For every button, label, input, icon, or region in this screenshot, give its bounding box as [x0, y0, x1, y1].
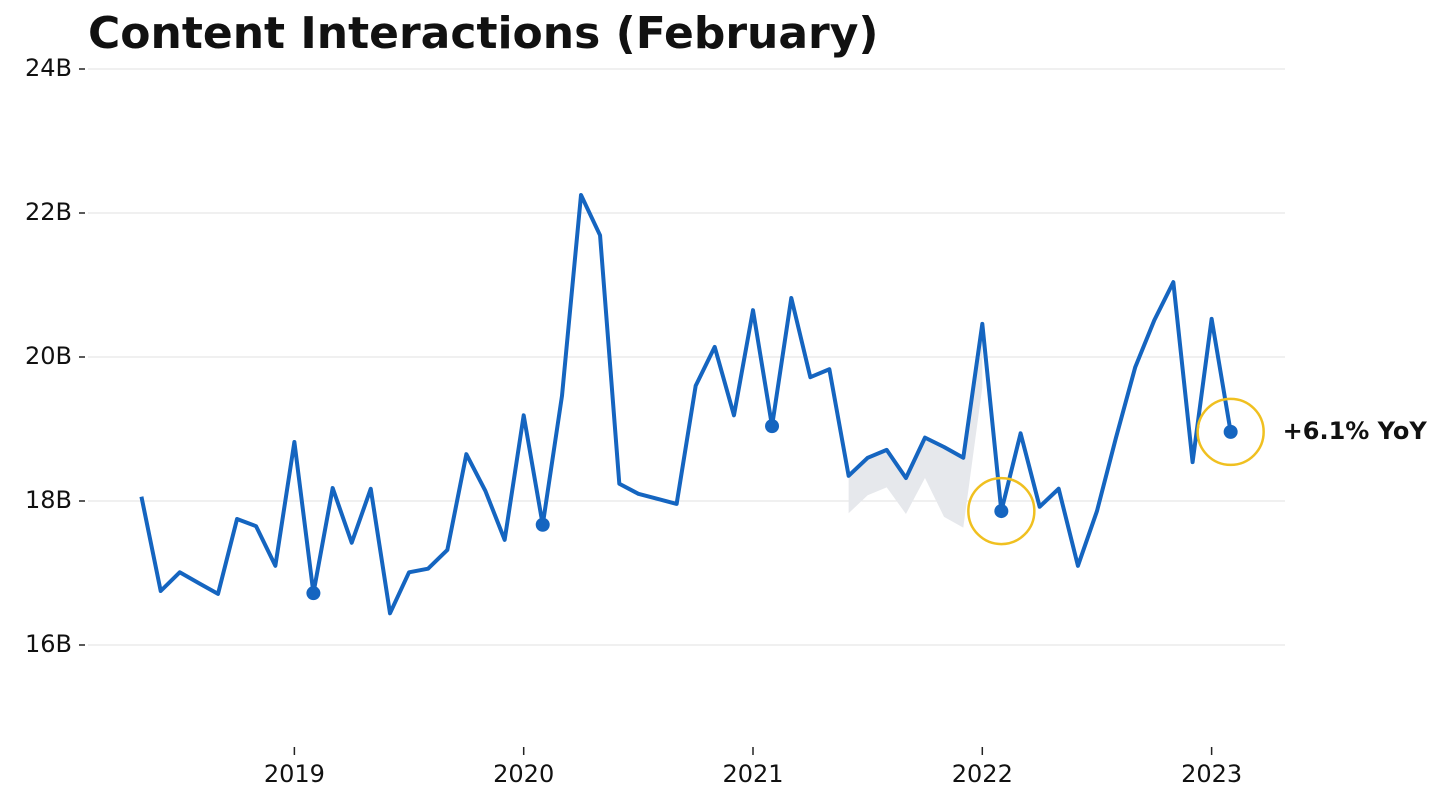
x-tick-label: 2020: [493, 760, 554, 788]
y-tick-label: 16B: [25, 630, 72, 658]
x-tick-label: 2021: [722, 760, 783, 788]
point-marker: [765, 419, 780, 434]
x-tick-label: 2022: [952, 760, 1013, 788]
highlight-circle: [967, 476, 1036, 546]
highlight-circle: [1196, 397, 1265, 467]
x-tick-label: 2023: [1181, 760, 1242, 788]
shaded-band: [848, 323, 983, 528]
annotation: +6.1% YoY: [1283, 417, 1428, 445]
y-tick-label: 24B: [25, 54, 72, 82]
x-tick-label: 2019: [264, 760, 325, 788]
point-marker: [535, 517, 550, 532]
chart-title: Content Interactions (February): [88, 8, 879, 59]
y-tick-label: 18B: [25, 486, 72, 514]
y-tick-label: 22B: [25, 198, 72, 226]
line: [139, 193, 1233, 616]
point-marker: [994, 504, 1009, 519]
point-marker: [306, 586, 321, 601]
y-tick-label: 20B: [25, 342, 72, 370]
point-marker: [1223, 424, 1238, 439]
